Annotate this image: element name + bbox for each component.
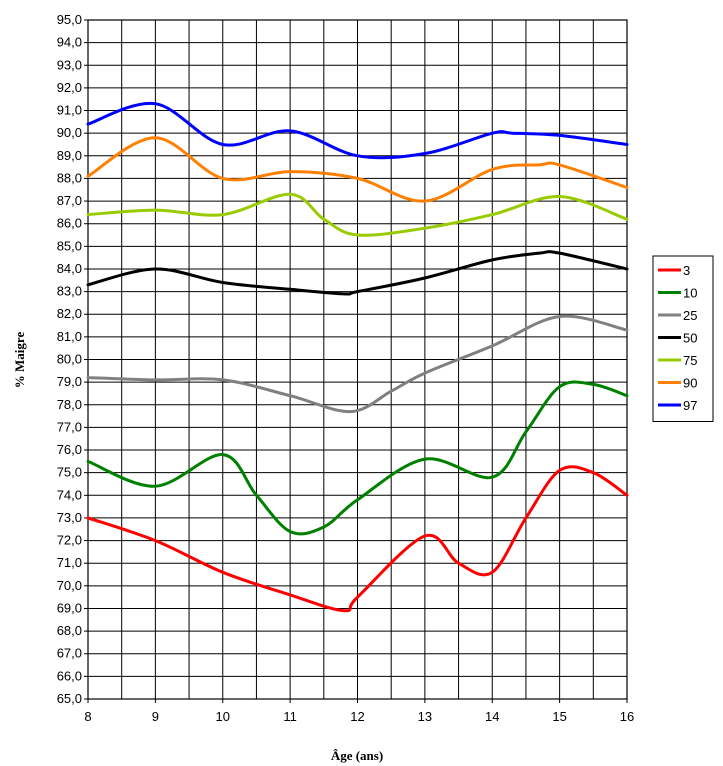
- series-lines: [86, 101, 629, 613]
- y-tick-label: 83,0: [57, 284, 82, 299]
- x-tick-label: 16: [620, 709, 634, 724]
- x-tick-label: 12: [350, 709, 364, 724]
- legend: 3 10 25 50 75 90 97: [652, 255, 714, 422]
- x-tick-label: 15: [552, 709, 566, 724]
- y-tick-label: 76,0: [57, 442, 82, 457]
- y-tick-label: 95,0: [57, 12, 82, 27]
- x-tick-label: 9: [152, 709, 159, 724]
- y-tick-label: 81,0: [57, 329, 82, 344]
- x-tick-label: 10: [216, 709, 230, 724]
- y-tick-label: 77,0: [57, 419, 82, 434]
- y-tick-label: 78,0: [57, 397, 82, 412]
- x-tick-label: 8: [84, 709, 91, 724]
- legend-label-90: 90: [683, 376, 697, 391]
- legend-label-25: 25: [683, 308, 697, 323]
- series-line-10: [86, 380, 629, 536]
- x-tick-label: 13: [418, 709, 432, 724]
- legend-label-75: 75: [683, 353, 697, 368]
- y-tick-label: 82,0: [57, 306, 82, 321]
- y-tick-label: 87,0: [57, 193, 82, 208]
- y-axis-title: % Maigre: [12, 332, 27, 389]
- series-line-3: [86, 465, 629, 613]
- series-line-50: [86, 250, 629, 296]
- y-tick-label: 91,0: [57, 103, 82, 118]
- y-tick-label: 94,0: [57, 35, 82, 50]
- legend-label-3: 3: [683, 263, 690, 278]
- y-tick-label: 79,0: [57, 374, 82, 389]
- series-line-97: [86, 101, 629, 160]
- legend-label-10: 10: [683, 286, 697, 301]
- y-tick-label: 90,0: [57, 125, 82, 140]
- y-tick-label: 69,0: [57, 600, 82, 615]
- y-tick-label: 93,0: [57, 57, 82, 72]
- x-tick-label: 14: [485, 709, 499, 724]
- tick-labels: 65,0 66,0 67,0 68,0 69,0 70,0 71,0 72,0 73,0 74,0…: [57, 12, 635, 724]
- y-tick-label: 71,0: [57, 555, 82, 570]
- y-tick-label: 86,0: [57, 216, 82, 231]
- y-tick-label: 74,0: [57, 487, 82, 502]
- y-tick-label: 68,0: [57, 623, 82, 638]
- axes: [84, 19, 628, 703]
- y-tick-label: 73,0: [57, 510, 82, 525]
- y-tick-label: 80,0: [57, 352, 82, 367]
- y-tick-label: 88,0: [57, 170, 82, 185]
- y-tick-label: 70,0: [57, 578, 82, 593]
- x-tick-label: 11: [283, 709, 297, 724]
- y-tick-label: 72,0: [57, 533, 82, 548]
- y-tick-label: 67,0: [57, 646, 82, 661]
- y-tick-label: 92,0: [57, 80, 82, 95]
- series-line-90: [86, 136, 629, 203]
- series-line-75: [86, 192, 629, 237]
- y-tick-label: 66,0: [57, 668, 82, 683]
- legend-label-97: 97: [683, 398, 697, 413]
- y-tick-label: 89,0: [57, 148, 82, 163]
- series-line-25: [86, 314, 629, 414]
- y-tick-label: 84,0: [57, 261, 82, 276]
- x-axis-title: Âge (ans): [331, 748, 383, 763]
- y-tick-label: 75,0: [57, 465, 82, 480]
- y-tick-label: 85,0: [57, 238, 82, 253]
- y-tick-label: 65,0: [57, 691, 82, 706]
- legend-label-50: 50: [683, 331, 697, 346]
